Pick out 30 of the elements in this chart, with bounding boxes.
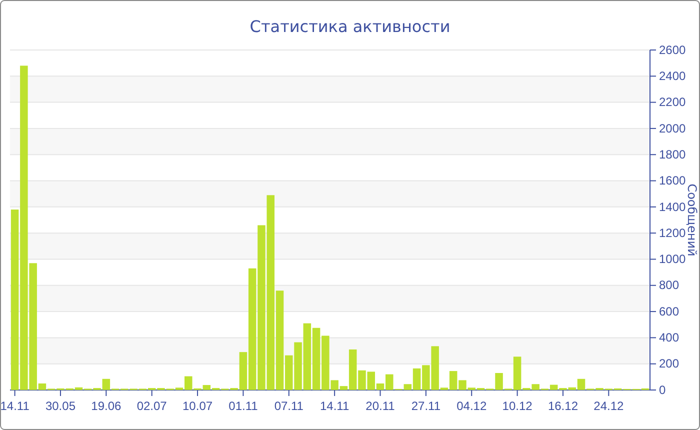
x-tick-label: 01.11: [228, 398, 258, 413]
y-tick-label: 800: [659, 278, 680, 292]
y-tick-label: 1400: [659, 200, 686, 214]
x-tick-label: 14.11: [320, 398, 350, 413]
x-tick-label: 07.11: [274, 398, 304, 413]
x-tick-label: 20.11: [366, 398, 396, 413]
y-tick-label: 1800: [659, 147, 686, 162]
y-tick-label: 200: [659, 356, 680, 371]
x-tick-label: 04.12: [456, 398, 487, 413]
y-tick-label: 2600: [659, 42, 686, 57]
x-tick-label: 02.07: [136, 398, 168, 413]
x-tick-label: 10.07: [182, 398, 213, 413]
y-tick-label: 2400: [659, 68, 686, 83]
y-axis-title: Сообщений: [685, 184, 699, 256]
x-tick-label: 14.11: [0, 398, 30, 413]
y-tick-label: 1200: [659, 226, 686, 240]
y-tick-label: 0: [659, 382, 666, 397]
y-tick-label: 2200: [659, 95, 686, 110]
x-tick-label: 24.12: [594, 398, 624, 413]
x-tick-label: 30.05: [45, 398, 76, 413]
x-tick-label: 19.06: [91, 398, 122, 413]
y-tick-label: 2000: [659, 121, 686, 136]
y-tick-label: 1600: [659, 174, 686, 188]
x-tick-label: 10.12: [502, 398, 533, 413]
y-tick-label: 600: [659, 304, 680, 318]
x-tick-label: 16.12: [548, 398, 578, 413]
y-tick-label: 1000: [659, 252, 686, 266]
chart-title: Статистика активности: [250, 17, 450, 36]
x-tick-label: 27.11: [411, 398, 441, 413]
y-tick-label: 400: [659, 330, 680, 345]
